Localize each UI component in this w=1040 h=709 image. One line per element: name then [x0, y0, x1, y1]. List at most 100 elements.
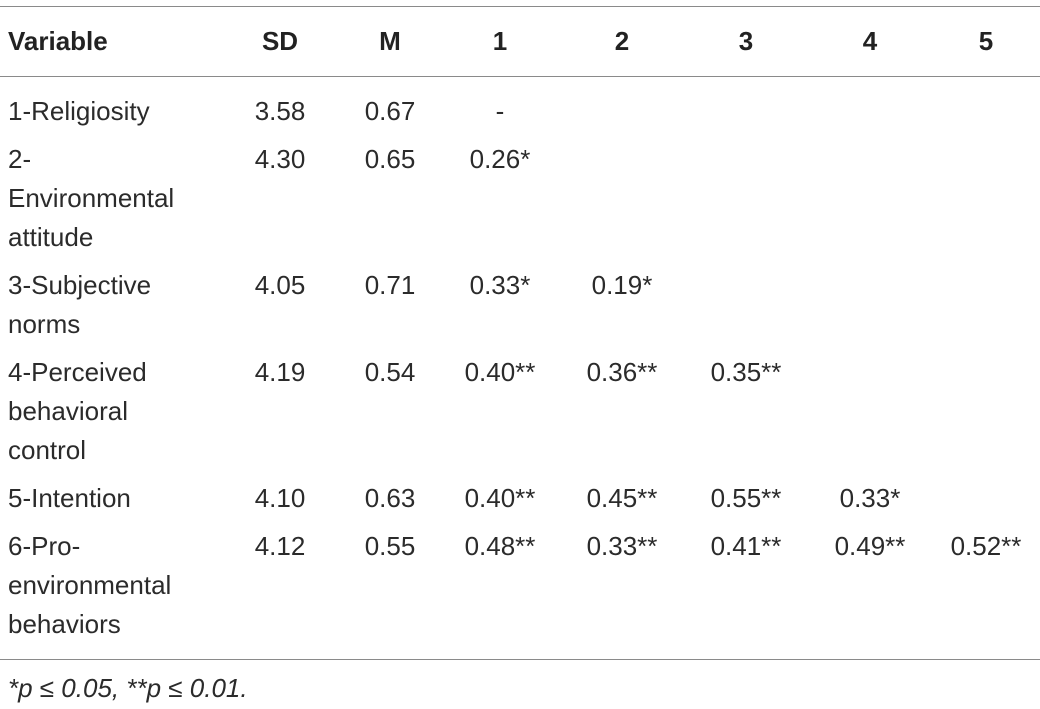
variable-cell: 6-Pro-environmental behaviors [0, 523, 220, 660]
value-cell: 0.26* [440, 136, 560, 262]
value-cell [932, 136, 1040, 262]
cell-text: 0.40** [464, 483, 536, 513]
value-cell: 0.67 [340, 77, 440, 136]
value-cell: 0.49** [808, 523, 932, 660]
table-row: 3-Subjective norms 4.05 0.71 0.33* 0.19* [0, 262, 1040, 349]
cell-text: 0.67 [364, 96, 416, 126]
table-row: 4-Perceived behavioral control 4.19 0.54 0.… [0, 349, 1040, 475]
variable-cell: 5-Intention [0, 475, 220, 523]
value-cell: 0.36** [560, 349, 684, 475]
table-row: 2-Environmental attitude 4.30 0.65 0.26* [0, 136, 1040, 262]
value-cell [808, 77, 932, 136]
value-cell: 0.35** [684, 349, 808, 475]
table-row: 6-Pro-environmental behaviors 4.12 0.55 0.4… [0, 523, 1040, 660]
value-cell [808, 262, 932, 349]
cell-text: 4-Perceived behavioral control [8, 357, 147, 465]
cell-text: 0.41** [710, 531, 782, 561]
table-row: 5-Intention 4.10 0.63 0.40** 0.45** 0.55** 0.3… [0, 475, 1040, 523]
cell-text: 0.71 [364, 270, 416, 300]
cell-text: 0.48** [464, 531, 536, 561]
cell-text: 0.33* [839, 483, 901, 513]
value-cell: 3.58 [220, 77, 340, 136]
column-header: 1 [492, 26, 508, 56]
cell-text: 4.05 [254, 270, 306, 300]
value-cell: 0.55** [684, 475, 808, 523]
cell-text: 0.65 [364, 144, 416, 174]
value-cell [932, 77, 1040, 136]
value-cell: 0.33* [440, 262, 560, 349]
variable-cell: 4-Perceived behavioral control [0, 349, 220, 475]
value-cell: 0.45** [560, 475, 684, 523]
correlation-table: Variable SD M 1 2 3 4 5 1-Religiosity 3.58 0.67 - 2… [0, 6, 1040, 660]
value-cell [932, 475, 1040, 523]
cell-text: 4.10 [254, 483, 306, 513]
value-cell: 0.48** [440, 523, 560, 660]
cell-text: 4.12 [254, 531, 306, 561]
value-cell: 0.52** [932, 523, 1040, 660]
cell-text: 0.33* [469, 270, 531, 300]
value-cell [932, 349, 1040, 475]
value-cell: 4.19 [220, 349, 340, 475]
value-cell [684, 136, 808, 262]
header-row: Variable SD M 1 2 3 4 5 [0, 6, 1040, 77]
cell-text: 0.26* [469, 144, 531, 174]
cell-text: 0.55 [364, 531, 416, 561]
cell-text: 5-Intention [8, 483, 131, 513]
value-cell: 0.55 [340, 523, 440, 660]
cell-text: 6-Pro-environmental behaviors [8, 531, 172, 639]
cell-text: 0.40** [464, 357, 536, 387]
value-cell: 0.65 [340, 136, 440, 262]
cell-text: - [495, 96, 505, 126]
cell-text: 0.54 [364, 357, 416, 387]
column-header: M [379, 26, 401, 56]
variable-cell: 3-Subjective norms [0, 262, 220, 349]
column-header: 3 [738, 26, 754, 56]
table-header: Variable SD M 1 2 3 4 5 [0, 6, 1040, 77]
cell-text: 1-Religiosity [8, 96, 150, 126]
value-cell: 0.40** [440, 349, 560, 475]
cell-text: 0.36** [586, 357, 658, 387]
value-cell: 0.33** [560, 523, 684, 660]
value-cell: 0.19* [560, 262, 684, 349]
table-body: 1-Religiosity 3.58 0.67 - 2-Environmental at… [0, 77, 1040, 660]
cell-text: 0.49** [834, 531, 906, 561]
cell-text: 0.52** [950, 531, 1022, 561]
cell-text: 3-Subjective norms [8, 270, 152, 339]
value-cell: - [440, 77, 560, 136]
value-cell [684, 262, 808, 349]
cell-text: 2-Environmental attitude [8, 144, 175, 252]
footnote: *p ≤ 0.05, **p ≤ 0.01. [8, 673, 248, 703]
value-cell: 0.33* [808, 475, 932, 523]
value-cell: 0.71 [340, 262, 440, 349]
cell-text: 0.35** [710, 357, 782, 387]
cell-text: 3.58 [254, 96, 306, 126]
cell-text: 0.19* [591, 270, 653, 300]
value-cell [684, 77, 808, 136]
cell-text: 0.33** [586, 531, 658, 561]
cell-text: 4.19 [254, 357, 306, 387]
column-header: SD [261, 26, 299, 56]
cell-text: 4.30 [254, 144, 306, 174]
value-cell [560, 77, 684, 136]
value-cell: 4.05 [220, 262, 340, 349]
value-cell: 4.10 [220, 475, 340, 523]
value-cell [932, 262, 1040, 349]
column-header: 2 [614, 26, 630, 56]
value-cell: 0.41** [684, 523, 808, 660]
value-cell: 4.12 [220, 523, 340, 660]
value-cell: 4.30 [220, 136, 340, 262]
cell-text: 0.63 [364, 483, 416, 513]
value-cell [560, 136, 684, 262]
variable-cell: 1-Religiosity [0, 77, 220, 136]
value-cell [808, 136, 932, 262]
column-header: 5 [978, 26, 994, 56]
cell-text: 0.45** [586, 483, 658, 513]
value-cell: 0.63 [340, 475, 440, 523]
cell-text: 0.55** [710, 483, 782, 513]
value-cell: 0.54 [340, 349, 440, 475]
value-cell [808, 349, 932, 475]
value-cell: 0.40** [440, 475, 560, 523]
column-header: Variable [8, 26, 108, 56]
table-row: 1-Religiosity 3.58 0.67 - [0, 77, 1040, 136]
